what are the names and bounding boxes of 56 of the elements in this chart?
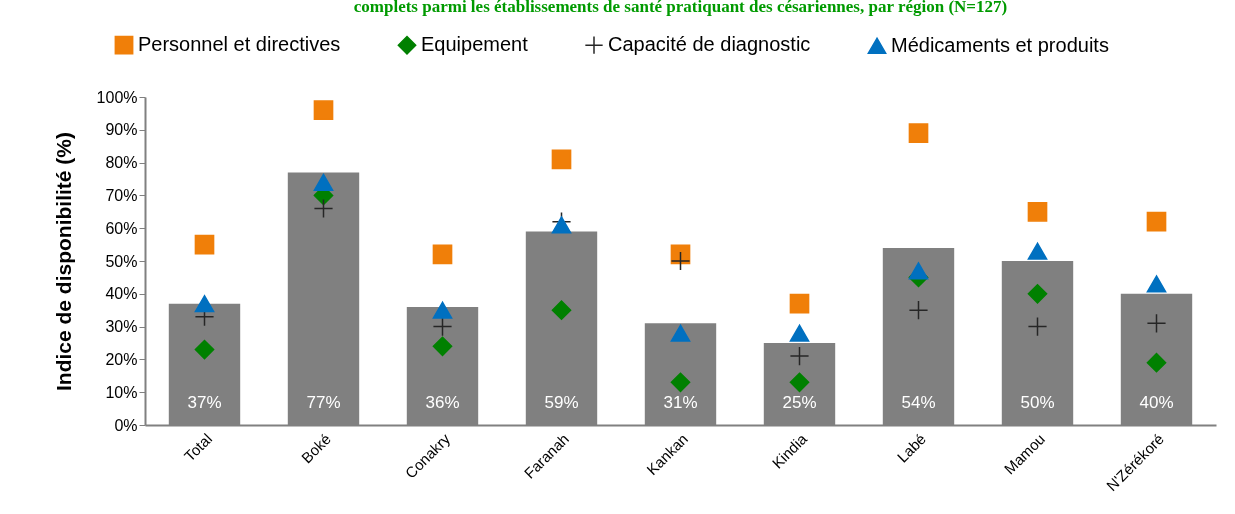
legend-label: Capacité de diagnostic: [608, 33, 811, 56]
point: [670, 372, 691, 393]
y-tick-label: 60%: [105, 219, 138, 237]
data-label: 54%: [901, 393, 936, 412]
data-label: 25%: [782, 393, 817, 412]
y-tick-label: 20%: [105, 350, 138, 368]
y-tick-label: 100%: [96, 88, 138, 106]
point: [313, 173, 334, 191]
point: [194, 295, 215, 313]
point: [313, 100, 334, 120]
data-label: 31%: [663, 393, 698, 412]
point: [1146, 352, 1167, 373]
y-tick-label: 10%: [105, 383, 138, 401]
y-axis-title: Indice de disponibilité (%): [51, 131, 75, 392]
point: [908, 300, 929, 321]
legend-label: Médicaments et produits: [891, 33, 1109, 56]
y-tick-label: 30%: [105, 318, 138, 336]
data-label: 37%: [187, 393, 222, 412]
point: [551, 300, 572, 321]
point: [789, 293, 810, 314]
point: [551, 216, 572, 234]
legend-label: Personnel et directives: [138, 33, 341, 56]
point: [194, 234, 215, 255]
point: [1146, 275, 1167, 293]
point: [670, 324, 691, 342]
point: [1146, 211, 1167, 232]
point: [551, 149, 572, 170]
y-tick-label: 90%: [105, 121, 138, 139]
y-tick-label: 50%: [105, 252, 138, 270]
legend-label: Equipement: [421, 33, 529, 56]
point: [432, 244, 453, 265]
point: [432, 316, 453, 337]
chart-title: complets parmi les établissements de santé pratiquant des césariennes, par région (N=127): [353, 0, 1008, 16]
y-tick-label: 80%: [105, 154, 138, 172]
point: [1027, 283, 1048, 304]
y-tick-label: 70%: [105, 186, 138, 204]
data-label: 36%: [425, 393, 460, 412]
data-label: 77%: [306, 393, 341, 412]
point: [313, 198, 334, 219]
point: [432, 301, 453, 319]
point: [1027, 316, 1048, 337]
data-label: 40%: [1139, 393, 1174, 412]
y-tick-label: 40%: [105, 285, 138, 303]
point: [670, 251, 691, 271]
point: [908, 262, 929, 280]
data-label: 50%: [1020, 393, 1055, 412]
point: [1027, 242, 1048, 260]
point: [1027, 201, 1048, 222]
point: [789, 324, 810, 342]
point: [789, 346, 810, 366]
point: [194, 339, 215, 360]
y-tick-label: 0%: [114, 416, 138, 434]
point: [432, 336, 453, 357]
data-label: 59%: [544, 393, 579, 412]
point: [908, 123, 929, 143]
point: [1146, 313, 1167, 334]
